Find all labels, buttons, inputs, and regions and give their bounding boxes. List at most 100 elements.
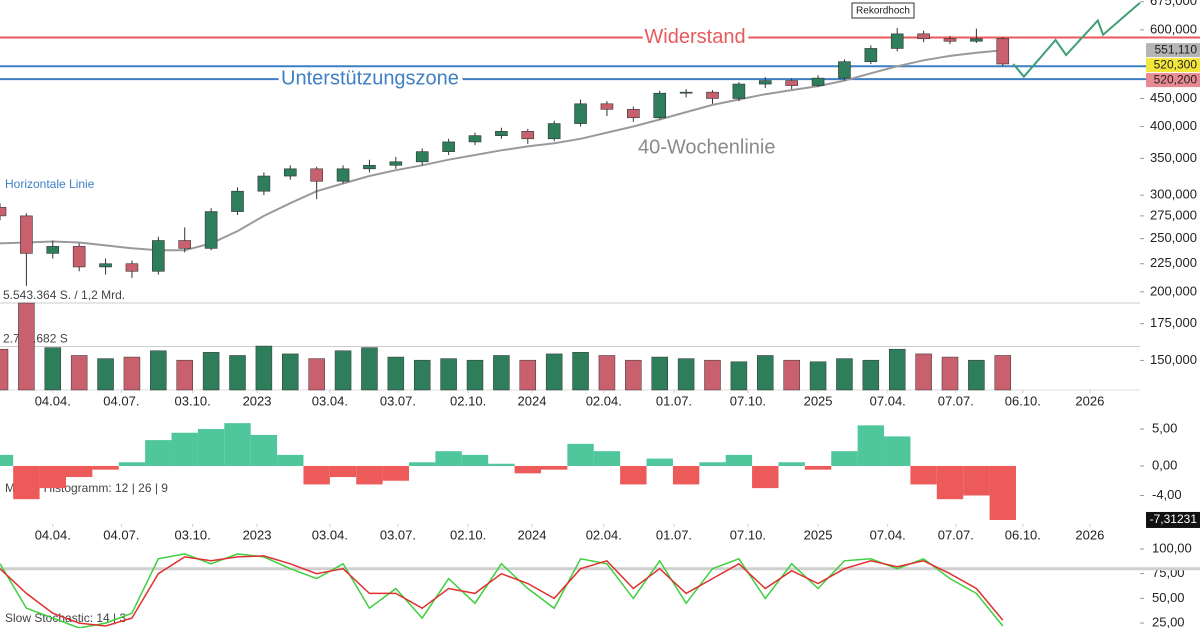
bar [488, 463, 515, 466]
x-tick-label: 02.10. [450, 527, 486, 542]
candle-body [20, 215, 33, 254]
bar [413, 359, 431, 391]
bar [409, 462, 436, 466]
candle-body [0, 207, 7, 217]
x-tick-label: 02.04. [586, 393, 622, 408]
y-tick-label: 2.771.682 S [3, 332, 68, 346]
x-tick-label: 06.10. [1005, 393, 1041, 408]
x-tick-label: 01.07. [656, 393, 692, 408]
price-label-box [1146, 58, 1200, 73]
projection [1012, 2, 1141, 79]
annotation: Rekordhoch [856, 6, 910, 17]
x-tick-label: 2026 [1075, 393, 1104, 408]
value-label: -7,31231 [1150, 512, 1198, 526]
y-tick-label: -4,00 [1152, 487, 1182, 502]
annotation: Horizontale Linie [5, 177, 95, 191]
candle-body [996, 38, 1010, 65]
candle-body [627, 108, 640, 119]
bar [224, 423, 251, 466]
bar [466, 359, 484, 391]
y-tick-label: 400,000 [1150, 118, 1197, 133]
candle-body [732, 83, 746, 99]
bar [0, 348, 9, 391]
x-tick-label: 03.04. [312, 393, 348, 408]
bar [593, 451, 621, 466]
x-tick-label: 04.07. [103, 393, 139, 408]
candle-body [600, 103, 614, 110]
bar [303, 465, 330, 485]
candle-body [99, 263, 112, 268]
level-label: Widerstand [644, 26, 745, 48]
bar [39, 465, 66, 489]
bar [804, 465, 832, 470]
bar [123, 356, 141, 391]
bar [514, 465, 541, 474]
candle-body [679, 91, 693, 94]
x-tick-label: 2023 [243, 393, 272, 408]
x-tick-label: 03.04. [312, 527, 348, 542]
price-label: 520,200 [1154, 72, 1198, 86]
bar [625, 359, 642, 391]
candle-body [811, 77, 825, 86]
candle-body [125, 263, 139, 272]
x-tick-label: 2026 [1075, 527, 1104, 542]
candle-body [231, 190, 244, 212]
candle-body [204, 211, 218, 249]
x-tick-label: 2024 [518, 393, 547, 408]
candle-body [442, 141, 455, 152]
x-tick-label: 03.07. [380, 393, 416, 408]
bar [888, 348, 906, 391]
x-tick-label: 07.04. [870, 527, 906, 542]
y-tick-label: 225,000 [1150, 255, 1197, 270]
x-tick-label: 2025 [804, 393, 833, 408]
bar [778, 462, 805, 466]
candle-body [415, 151, 429, 163]
x-tick-label: 2025 [804, 527, 833, 542]
candle-body [785, 80, 798, 86]
price-label-box [1146, 73, 1200, 88]
bar [862, 359, 880, 391]
bar [308, 358, 325, 391]
annotation-box [851, 2, 915, 19]
x-tick-label: 07.10. [730, 527, 766, 542]
x-tick-label: 07.07. [938, 527, 974, 542]
bar [361, 347, 378, 391]
bar [783, 359, 800, 391]
candle-body [917, 33, 930, 40]
candle-body [178, 240, 192, 249]
bar [277, 454, 304, 466]
candle-body [363, 164, 376, 170]
bar [97, 358, 114, 391]
bar [757, 355, 774, 391]
bar [651, 356, 668, 391]
bar [936, 465, 964, 500]
bar [836, 358, 853, 391]
candle-body [521, 131, 535, 140]
bar [202, 352, 220, 391]
bar [282, 353, 299, 391]
bar [356, 465, 383, 485]
candle-body [257, 175, 271, 192]
y-tick-label: 250,000 [1150, 230, 1197, 245]
bar [941, 356, 959, 391]
candle-body [152, 240, 165, 272]
candle-body [706, 91, 719, 99]
y-tick-label: 300,000 [1150, 187, 1197, 202]
candle-body [389, 161, 403, 166]
y-tick-label: 150,000 [1150, 352, 1197, 367]
y-tick-label: 5.543.364 S. / 1,2 Mrd. [3, 288, 125, 302]
bar [809, 361, 827, 391]
x-tick-label: 07.10. [730, 393, 766, 408]
bar [572, 352, 589, 391]
candle-body [943, 38, 957, 42]
candle-body [890, 33, 904, 49]
bar [171, 432, 198, 466]
bar [493, 355, 510, 391]
y-tick-label: 200,000 [1150, 283, 1197, 298]
bar [18, 302, 35, 391]
bar [255, 345, 273, 391]
candle-body [310, 168, 323, 182]
x-tick-label: 04.04. [35, 393, 71, 408]
bar [145, 440, 172, 466]
